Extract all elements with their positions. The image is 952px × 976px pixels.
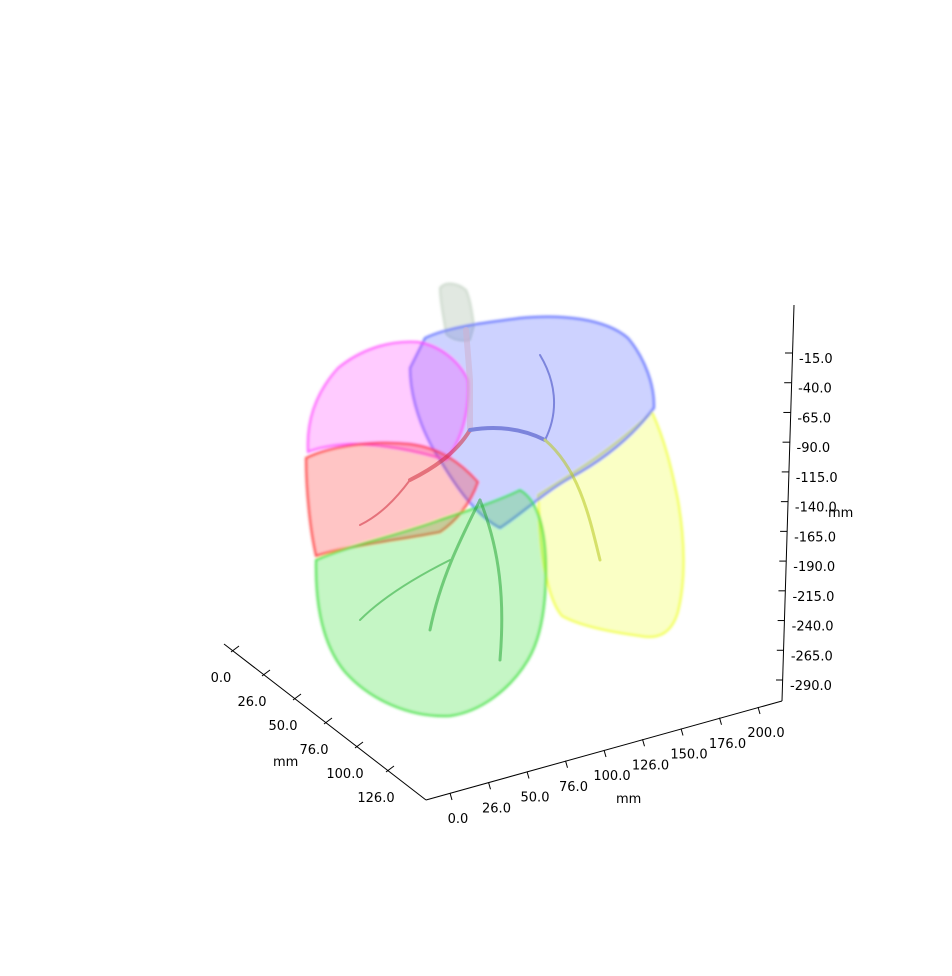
z-axis-tick-label: -15.0 — [799, 352, 833, 367]
y-axis-tick-mark — [603, 749, 607, 758]
x-axis-tick-label: 26.0 — [238, 695, 267, 710]
x-axis-label: mm — [273, 755, 298, 770]
x-axis-tick-mark — [354, 741, 364, 749]
y-axis-tick-mark — [719, 717, 722, 725]
x-axis-tick-mark — [385, 765, 395, 773]
y-axis-tick-label: 100.0 — [593, 769, 630, 784]
x-axis-line — [223, 643, 427, 801]
y-axis-tick-mark — [642, 739, 645, 747]
y-axis-tick-mark — [449, 792, 453, 801]
x-axis-tick-label: 50.0 — [269, 719, 298, 734]
x-axis-tick-mark — [323, 717, 333, 725]
x-axis-tick-label: 76.0 — [300, 743, 329, 758]
z-axis-tick-label: -290.0 — [790, 679, 832, 694]
z-axis-tick-label: -215.0 — [792, 590, 834, 605]
z-axis-ticks: -15.0 -40.0 -65.0 -90.0 -115.0 -140.0 -165.0 -1… — [776, 352, 838, 694]
y-axis-label: mm — [616, 792, 641, 807]
airway-branches — [359, 327, 602, 662]
z-axis-tick-label: -40.0 — [798, 382, 832, 397]
y-axis-tick-label: 26.0 — [482, 801, 511, 816]
x-axis-tick-mark — [261, 669, 271, 677]
x-axis-tick-mark — [292, 693, 302, 701]
z-axis-line — [781, 304, 795, 702]
z-axis-tick-label: -190.0 — [793, 560, 835, 575]
y-axis-tick-label: 200.0 — [747, 726, 784, 741]
x-axis-ticks: 0.0 26.050.076.0 100.0 126.0 — [211, 645, 395, 806]
y-axis-tick-mark — [526, 771, 530, 779]
y-axis-tick-mark — [680, 728, 684, 736]
z-axis-tick-label: -265.0 — [791, 649, 833, 664]
y-axis-tick-label: 0.0 — [448, 812, 469, 827]
x-axis-tick-mark — [230, 645, 240, 653]
right-lower-lobe-shape — [314, 488, 548, 718]
y-axis-tick-mark — [757, 706, 761, 715]
z-axis-tick-label: -240.0 — [792, 620, 834, 635]
y-axis-tick-mark — [565, 760, 568, 768]
x-axis-tick-label: 126.0 — [357, 791, 394, 806]
z-axis-label: mm — [828, 506, 853, 521]
z-axis-tick-label: -165.0 — [794, 530, 836, 545]
z-axis-tick-label: -90.0 — [797, 441, 831, 456]
y-axis-tick-mark — [488, 782, 491, 790]
x-axis-tick-label: 100.0 — [326, 767, 363, 782]
y-axis-tick-label: 50.0 — [521, 791, 550, 806]
z-axis-tick-label: -65.0 — [797, 411, 831, 426]
y-axis-tick-label: 126.0 — [632, 758, 669, 773]
y-axis-tick-label: 76.0 — [559, 780, 588, 795]
y-axis-tick-label: 176.0 — [709, 737, 746, 752]
z-axis-tick-label: -140.0 — [795, 501, 837, 516]
y-axis-tick-label: 150.0 — [670, 748, 707, 763]
z-axis-tick-label: -115.0 — [796, 471, 838, 486]
x-axis-tick-label: 0.0 — [211, 671, 232, 686]
lung-rendering — [304, 282, 685, 718]
